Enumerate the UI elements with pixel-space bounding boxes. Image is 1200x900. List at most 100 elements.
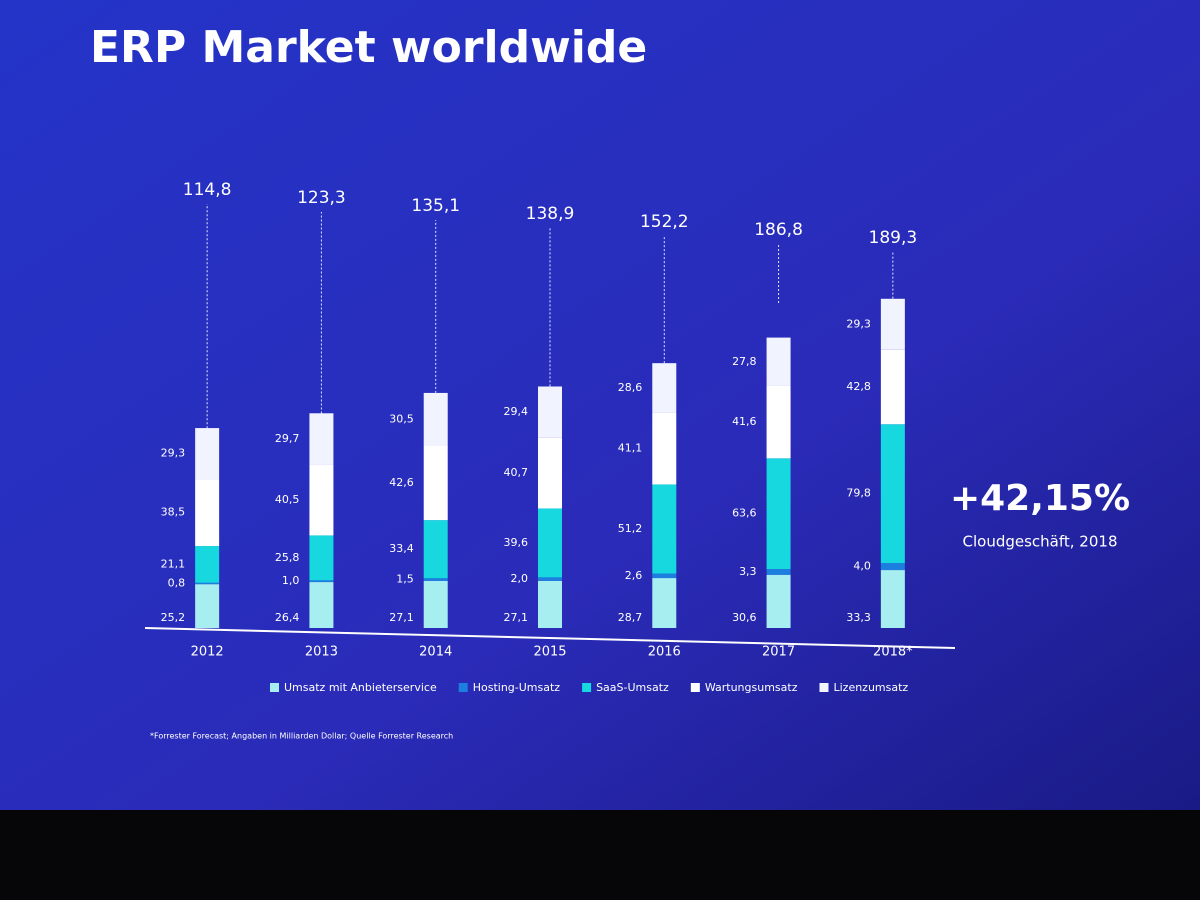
x-tick-label: 2013 — [305, 645, 338, 660]
bar-segment — [423, 520, 448, 579]
data-label: 29,7 — [275, 432, 300, 445]
baseline — [144, 627, 956, 649]
data-label: 25,2 — [161, 611, 186, 624]
data-label: 41,6 — [732, 415, 757, 428]
data-label: 40,7 — [504, 466, 529, 479]
data-label: 28,6 — [618, 381, 643, 394]
data-label: 28,7 — [618, 611, 643, 624]
total-label: 152,2 — [640, 212, 689, 232]
data-label: 42,6 — [389, 476, 414, 489]
bar-segment — [652, 363, 677, 413]
bar-segment — [766, 385, 791, 459]
bar-segment — [538, 580, 562, 628]
data-label: 42,8 — [846, 380, 871, 393]
bar-segment — [880, 298, 905, 350]
total-label: 189,3 — [869, 228, 918, 248]
data-label: 21,1 — [161, 557, 186, 570]
data-label: 33,4 — [389, 542, 414, 555]
x-tick-label: 2012 — [191, 645, 224, 660]
data-label: 26,4 — [275, 611, 300, 624]
bar-segment — [423, 445, 448, 521]
bar-segment — [766, 574, 791, 628]
total-label: 138,9 — [526, 204, 575, 224]
bar-segment — [538, 386, 562, 438]
bar-segment — [652, 573, 677, 579]
legend-label: Wartungsumsatz — [705, 681, 798, 694]
legend-swatch — [582, 683, 592, 692]
data-label: 29,4 — [504, 405, 529, 418]
total-label: 186,8 — [754, 220, 803, 240]
bar-segment — [309, 580, 334, 583]
legend-swatch — [458, 683, 468, 692]
bar-segment — [880, 563, 905, 571]
data-label: 29,3 — [161, 447, 186, 460]
data-label: 2,6 — [625, 569, 643, 582]
annotation-value: +42,15% — [950, 478, 1130, 519]
data-label: 27,1 — [389, 611, 414, 624]
bar-segment — [538, 437, 562, 509]
legend-swatch — [819, 683, 829, 692]
bar-segment — [880, 570, 905, 628]
bar-segment — [880, 349, 905, 425]
bar-segment — [195, 428, 220, 480]
bar-segment — [652, 412, 677, 485]
annotation-text: Cloudgeschäft, 2018 — [963, 533, 1118, 551]
data-label: 25,8 — [275, 551, 300, 564]
data-label: 33,3 — [846, 611, 871, 624]
data-label: 2,0 — [511, 572, 529, 585]
total-label: 114,8 — [183, 180, 232, 200]
bar-segment — [309, 413, 334, 465]
bar-segment — [309, 582, 334, 628]
bar-segment — [652, 578, 677, 628]
data-label: 30,6 — [732, 611, 757, 624]
data-label: 3,3 — [739, 565, 757, 578]
bar-segment — [423, 392, 448, 446]
bar-segment — [766, 337, 791, 386]
data-label: 1,5 — [396, 573, 414, 586]
data-label: 63,6 — [732, 507, 757, 520]
bar-segment — [766, 569, 791, 575]
data-label: 39,6 — [504, 536, 529, 549]
total-label: 123,3 — [297, 188, 346, 208]
bar-segment — [195, 479, 220, 547]
legend-label: SaaS-Umsatz — [596, 681, 669, 694]
x-tick-label: 2018* — [873, 645, 913, 660]
data-label: 29,3 — [846, 317, 871, 330]
legend-swatch — [270, 683, 279, 692]
data-label: 27,8 — [732, 355, 757, 368]
chart-title: ERP Market worldwide — [90, 22, 647, 73]
data-label: 30,5 — [389, 412, 414, 425]
legend-label: Umsatz mit Anbieterservice — [284, 681, 437, 694]
bar-segment — [309, 464, 334, 536]
bar-segment — [652, 484, 677, 574]
data-label: 40,5 — [275, 493, 300, 506]
screen-border — [0, 810, 1200, 900]
total-label: 135,1 — [411, 196, 460, 216]
data-label: 51,2 — [618, 522, 643, 535]
data-label: 4,0 — [853, 560, 871, 573]
data-label: 27,1 — [504, 611, 529, 624]
legend-label: Lizenzumsatz — [833, 681, 908, 694]
bar-segment — [423, 578, 448, 581]
data-label: 38,5 — [161, 506, 186, 519]
data-label: 41,1 — [618, 442, 643, 455]
bar-segment — [880, 424, 905, 564]
x-tick-label: 2015 — [533, 645, 566, 660]
bar-segment — [538, 577, 562, 581]
x-tick-label: 2016 — [648, 645, 681, 660]
legend-label: Hosting-Umsatz — [473, 681, 561, 694]
bar-segment — [766, 458, 791, 570]
x-tick-label: 2017 — [762, 645, 795, 660]
data-label: 0,8 — [168, 576, 186, 589]
legend-swatch — [690, 683, 700, 692]
bar-segment — [195, 584, 220, 628]
bar-segment — [195, 582, 220, 585]
bar-segment — [309, 535, 334, 581]
bar-segment — [195, 546, 220, 583]
data-label: 1,0 — [282, 574, 300, 587]
data-label: 79,8 — [846, 487, 871, 500]
slide-background — [0, 0, 1200, 810]
bar-segment — [538, 508, 562, 578]
bar-segment — [423, 580, 448, 628]
